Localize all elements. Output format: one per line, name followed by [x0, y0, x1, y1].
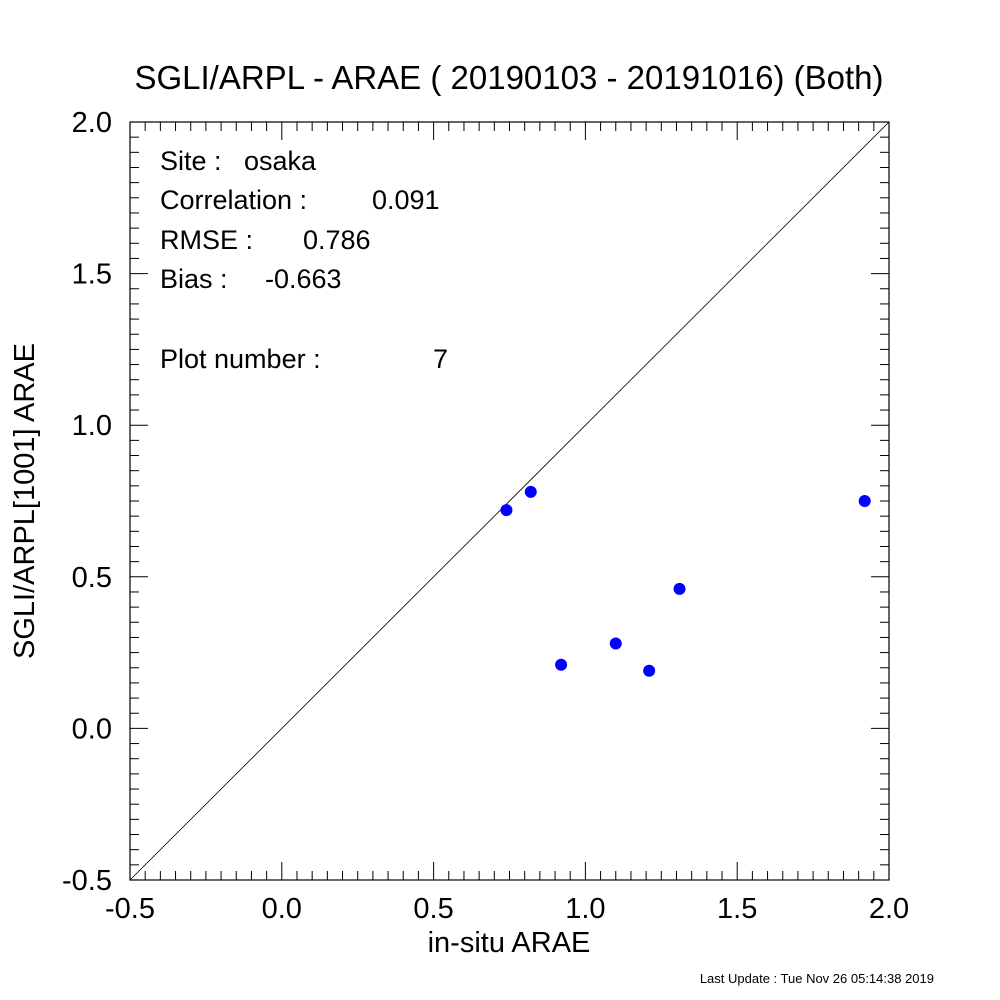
y-tick-label: 2.0 — [72, 107, 112, 139]
plot-number-label: Plot number : — [160, 344, 321, 374]
y-tick-label: 0.0 — [72, 713, 112, 745]
x-tick-label: 1.0 — [565, 893, 605, 925]
data-points — [500, 485, 871, 677]
x-tick-label: 0.0 — [262, 893, 302, 925]
last-update-text: Last Update : Tue Nov 26 05:14:38 2019 — [700, 971, 934, 986]
bias-value: -0.663 — [265, 264, 342, 294]
data-point — [858, 495, 871, 507]
x-tick-label: -0.5 — [105, 893, 155, 925]
x-tick-label: 1.5 — [717, 893, 757, 925]
chart-title: SGLI/ARPL - ARAE ( 20190103 - 20191016) … — [134, 59, 883, 96]
axis-tick-labels: -0.5 0.0 0.5 1.0 1.5 2.0 -0.5 0.0 0.5 1.0 1.5 2.0 — [62, 107, 909, 925]
x-axis-label: in-situ ARAE — [428, 927, 591, 959]
data-point — [643, 664, 656, 677]
data-point — [555, 658, 568, 671]
data-point — [500, 504, 513, 517]
y-tick-label: 1.5 — [72, 259, 112, 291]
correlation-label: Correlation : — [160, 185, 307, 215]
y-axis-label: SGLI/ARPL[1001] ARAE — [9, 343, 41, 659]
x-tick-label: 2.0 — [869, 893, 909, 925]
x-tick-label: 0.5 — [413, 893, 453, 925]
site-label: Site : — [160, 146, 222, 176]
data-point — [609, 637, 622, 650]
bias-label: Bias : — [160, 264, 228, 294]
rmse-label: RMSE : — [160, 225, 253, 255]
one-to-one-line — [129, 121, 890, 881]
y-tick-label: -0.5 — [62, 865, 112, 897]
axis-ticks — [129, 121, 890, 881]
rmse-value: 0.786 — [303, 225, 371, 255]
site-value: osaka — [244, 146, 317, 176]
y-tick-label: 0.5 — [72, 562, 112, 594]
correlation-value: 0.091 — [372, 185, 440, 215]
data-point — [524, 485, 537, 498]
data-point — [673, 582, 686, 595]
y-tick-label: 1.0 — [72, 410, 112, 442]
plot-number-value: 7 — [433, 344, 448, 374]
